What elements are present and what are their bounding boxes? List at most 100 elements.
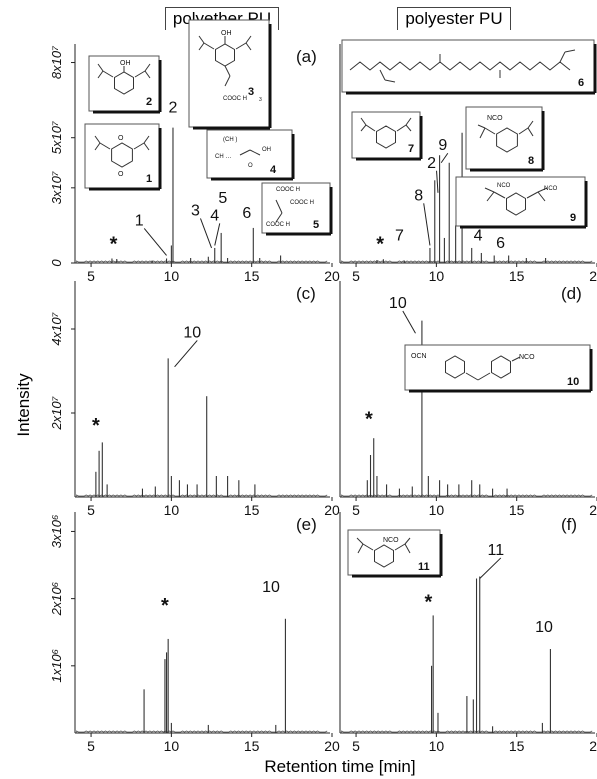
bond xyxy=(518,127,529,135)
panel-e: 5 10 15 20 1x10⁶ 2x10⁶ 3x10⁶ (e) * 10 xyxy=(49,512,340,754)
structure-text: OH xyxy=(262,147,271,153)
annotation-arrow xyxy=(143,228,167,256)
inset-frame xyxy=(88,55,160,112)
peak-marker-star: * xyxy=(110,233,118,255)
structure-2: OH 2 xyxy=(88,55,162,114)
baseline-trace xyxy=(76,494,328,498)
bond xyxy=(245,42,252,51)
structure-text: COOC H xyxy=(266,222,290,228)
bond xyxy=(484,187,495,193)
x-tick-label: 5 xyxy=(87,738,95,754)
compound-number: 7 xyxy=(408,143,414,155)
y-tick-label: 3x10⁷ xyxy=(49,170,64,204)
structure-1: O O 1 xyxy=(84,123,162,191)
peak-label: 7 xyxy=(395,227,404,244)
peak-label: 6 xyxy=(496,235,505,252)
structure-text: (CH ) xyxy=(223,137,237,143)
bond xyxy=(360,124,367,132)
bond xyxy=(365,124,376,132)
bond xyxy=(477,124,486,129)
baseline-trace xyxy=(341,494,593,498)
annotation-arrow xyxy=(423,203,431,246)
structure-7: 7 xyxy=(351,111,423,161)
x-tick-label: 5 xyxy=(352,502,360,518)
panel-f: 5 10 15 20 (f) * 11 10 xyxy=(339,512,597,754)
structure-5: COOC H COOC H COOC H 5 xyxy=(261,182,333,236)
x-tick-label: 10 xyxy=(429,268,445,284)
bond xyxy=(527,120,534,129)
bond xyxy=(357,543,364,554)
peak-marker-star: * xyxy=(92,415,100,437)
bond xyxy=(133,142,145,150)
inset-frame xyxy=(261,182,331,234)
compound-number: 9 xyxy=(570,212,576,224)
structure-text: CH … xyxy=(215,154,231,160)
panel-d: 5 10 15 20 (d) * 10 xyxy=(339,281,597,518)
annotation-arrow xyxy=(174,340,198,368)
bond xyxy=(275,199,283,214)
x-tick-label: 20 xyxy=(324,738,340,754)
peak-label: 4 xyxy=(210,207,219,224)
peak-label: 10 xyxy=(183,324,201,341)
bond xyxy=(379,69,386,81)
structure-text: O xyxy=(248,163,253,169)
benzene-ring xyxy=(491,355,511,379)
bond xyxy=(394,543,406,551)
structure-text: NCO xyxy=(383,537,399,544)
peak-marker-star: * xyxy=(424,592,432,614)
bond xyxy=(559,51,566,63)
peak-label: 10 xyxy=(389,295,407,312)
compound-number: 1 xyxy=(146,173,152,185)
bond xyxy=(198,35,205,44)
benzene-ring xyxy=(111,142,133,168)
structure-text: NCO xyxy=(519,354,535,361)
ester-chain xyxy=(349,61,571,71)
peak-label: 1 xyxy=(135,212,144,229)
x-tick-label: 20 xyxy=(324,268,340,284)
annotation-arrow xyxy=(479,557,502,579)
bond xyxy=(477,372,491,381)
structure-text: COOC H xyxy=(290,200,314,206)
structure-text: 3 xyxy=(259,97,262,103)
bond xyxy=(144,63,151,72)
peak-label: 10 xyxy=(262,579,280,596)
structure-6: 6 xyxy=(341,39,597,95)
inset-frame xyxy=(404,344,591,391)
bond xyxy=(198,42,205,51)
bond xyxy=(404,537,411,545)
x-tick-label: 10 xyxy=(429,502,445,518)
y-tick-label: 2x10⁶ xyxy=(49,581,64,616)
peak-marker-star: * xyxy=(376,233,384,255)
peak-label: 10 xyxy=(535,619,553,636)
bond xyxy=(102,70,114,78)
bond xyxy=(143,142,150,151)
bond xyxy=(275,212,283,223)
structure-4: (CH ) CH … O OH 4 xyxy=(206,129,295,181)
structure-11: NCO 11 xyxy=(347,529,443,578)
bond xyxy=(134,70,146,78)
bond xyxy=(97,63,104,72)
bond xyxy=(203,42,215,50)
bond xyxy=(362,543,374,551)
structure-text: OH xyxy=(221,30,232,37)
bond xyxy=(526,191,539,199)
x-tick-label: 5 xyxy=(87,502,95,518)
y-tick-label: 0 xyxy=(49,259,64,267)
peak-label: 6 xyxy=(242,205,251,222)
peak-label: 4 xyxy=(474,227,483,244)
compound-number: 4 xyxy=(270,164,277,176)
bond xyxy=(564,49,576,53)
peak-label: 8 xyxy=(414,187,423,204)
bond xyxy=(384,79,396,83)
bond xyxy=(224,75,231,87)
x-tick-label: 5 xyxy=(352,268,360,284)
compound-number: 10 xyxy=(567,376,579,388)
compound-number: 8 xyxy=(528,155,534,167)
bond xyxy=(404,543,411,554)
bond xyxy=(143,135,150,144)
bond xyxy=(396,124,407,132)
inset-frame xyxy=(206,129,293,179)
bond xyxy=(537,187,548,193)
